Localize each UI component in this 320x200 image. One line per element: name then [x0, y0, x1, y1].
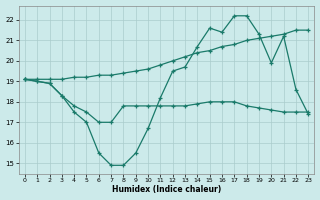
X-axis label: Humidex (Indice chaleur): Humidex (Indice chaleur) — [112, 185, 221, 194]
